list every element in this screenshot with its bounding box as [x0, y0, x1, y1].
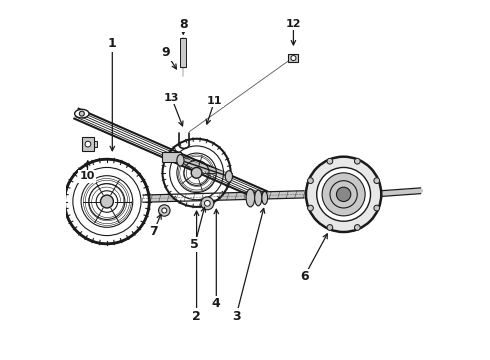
Circle shape [354, 225, 360, 230]
Circle shape [163, 139, 231, 207]
Text: 6: 6 [300, 270, 309, 283]
Text: 11: 11 [207, 96, 222, 106]
Text: 4: 4 [212, 297, 220, 310]
Text: 1: 1 [108, 37, 117, 50]
Bar [94, 141, 97, 147]
Text: 12: 12 [286, 19, 301, 29]
Circle shape [322, 173, 365, 216]
Ellipse shape [246, 189, 255, 207]
Circle shape [327, 225, 333, 230]
Circle shape [354, 158, 360, 164]
Bar [162, 152, 181, 162]
Circle shape [100, 195, 113, 208]
Text: 13: 13 [164, 93, 179, 103]
Circle shape [374, 178, 380, 184]
Circle shape [308, 205, 314, 211]
Text: 10: 10 [79, 171, 95, 181]
Bar [289, 54, 298, 62]
Circle shape [204, 201, 210, 206]
Text: 3: 3 [232, 310, 241, 323]
Circle shape [337, 187, 351, 202]
Ellipse shape [262, 192, 268, 204]
Circle shape [374, 205, 380, 211]
Circle shape [79, 111, 84, 116]
Circle shape [327, 158, 333, 164]
Circle shape [162, 208, 167, 213]
Text: 9: 9 [162, 46, 171, 59]
Circle shape [306, 157, 381, 232]
Circle shape [308, 178, 314, 184]
Circle shape [65, 159, 149, 244]
Bar [180, 39, 186, 67]
Ellipse shape [74, 109, 89, 118]
Ellipse shape [177, 154, 184, 166]
Ellipse shape [225, 171, 232, 182]
Circle shape [159, 205, 170, 216]
Ellipse shape [255, 190, 262, 206]
Circle shape [201, 197, 214, 210]
Circle shape [191, 167, 202, 178]
Circle shape [85, 141, 91, 147]
Text: 2: 2 [192, 310, 201, 323]
Bar [82, 137, 94, 151]
Text: 8: 8 [179, 18, 188, 31]
Text: 7: 7 [149, 225, 158, 238]
Text: 5: 5 [191, 238, 199, 251]
Circle shape [317, 167, 370, 221]
Circle shape [291, 55, 296, 60]
